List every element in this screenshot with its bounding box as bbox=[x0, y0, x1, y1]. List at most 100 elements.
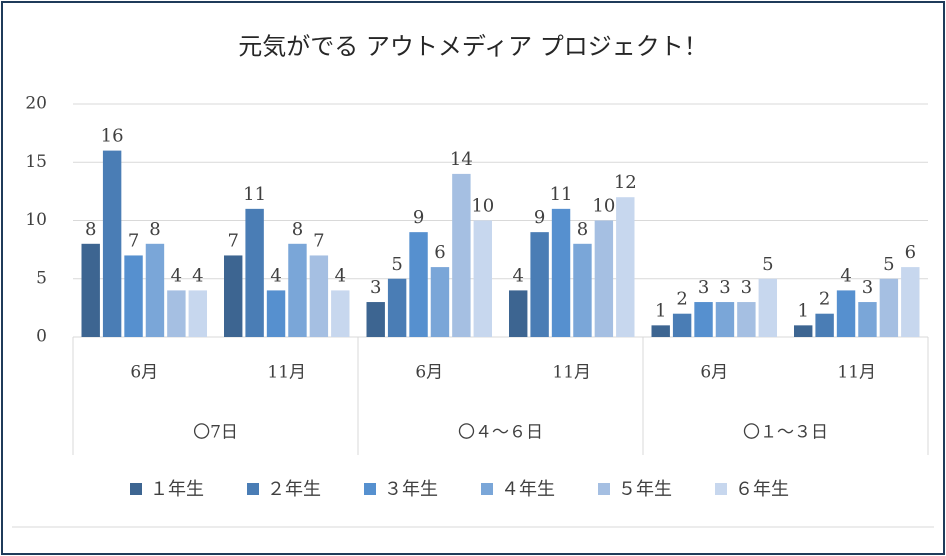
x-tick-label: 6月 bbox=[700, 363, 728, 383]
bar bbox=[651, 325, 670, 337]
bar bbox=[266, 290, 286, 337]
value-label: 7 bbox=[128, 230, 139, 251]
x-tick-label: 11月 bbox=[552, 363, 591, 383]
bar bbox=[573, 243, 592, 337]
value-label: 6 bbox=[905, 242, 916, 263]
y-tick-label: 0 bbox=[36, 327, 47, 347]
bar bbox=[124, 255, 143, 337]
bar bbox=[694, 302, 713, 337]
value-label: 8 bbox=[292, 219, 303, 240]
legend-label: ５年生 bbox=[618, 479, 672, 500]
group-label: 〇7日 bbox=[193, 423, 238, 443]
value-label: 4 bbox=[192, 265, 203, 286]
value-label: 5 bbox=[391, 254, 402, 275]
legend-swatch bbox=[364, 483, 376, 495]
legend-label: ６年生 bbox=[735, 479, 789, 500]
bar bbox=[188, 290, 207, 337]
value-label: 3 bbox=[719, 277, 730, 298]
bar bbox=[509, 290, 528, 337]
bar bbox=[836, 290, 856, 337]
value-label: 8 bbox=[577, 219, 588, 240]
bar bbox=[815, 313, 834, 337]
value-label: 7 bbox=[227, 230, 238, 251]
value-label: 6 bbox=[434, 242, 445, 263]
chart-title: 元気がでる アウトメディア プロジェクト！ bbox=[238, 33, 708, 61]
value-label: 3 bbox=[741, 277, 752, 298]
legend-label: ２年生 bbox=[267, 479, 321, 500]
bar bbox=[167, 290, 186, 337]
legend-label: ３年生 bbox=[384, 479, 438, 500]
bar bbox=[387, 278, 407, 337]
bar bbox=[901, 267, 920, 337]
x-tick-label: 6月 bbox=[415, 363, 443, 383]
legend-label: １年生 bbox=[150, 479, 204, 500]
value-label: 9 bbox=[413, 207, 424, 228]
bar bbox=[758, 278, 777, 337]
bar bbox=[594, 220, 614, 337]
value-label: 3 bbox=[370, 277, 381, 298]
value-label: 4 bbox=[840, 265, 851, 286]
bar bbox=[551, 208, 571, 337]
bar bbox=[530, 232, 549, 337]
legend-swatch bbox=[715, 483, 727, 495]
value-label: 9 bbox=[534, 207, 545, 228]
bar bbox=[366, 302, 385, 337]
group-label: 〇４～６日 bbox=[458, 423, 543, 443]
value-label: 1 bbox=[655, 300, 666, 321]
legend-swatch bbox=[130, 483, 142, 495]
x-tick-label: 11月 bbox=[267, 363, 306, 383]
bar bbox=[81, 243, 100, 337]
value-label: 10 bbox=[471, 196, 494, 217]
bar bbox=[879, 278, 899, 337]
bar bbox=[737, 302, 756, 337]
value-label: 4 bbox=[270, 265, 281, 286]
bar bbox=[473, 220, 492, 337]
value-label: 2 bbox=[819, 289, 830, 310]
bar bbox=[858, 302, 877, 337]
value-label: 4 bbox=[335, 265, 346, 286]
value-label: 3 bbox=[698, 277, 709, 298]
x-tick-label: 11月 bbox=[837, 363, 876, 383]
value-label: 8 bbox=[149, 219, 160, 240]
group-label: 〇１～３日 bbox=[743, 423, 828, 443]
bar bbox=[331, 290, 350, 337]
value-label: 5 bbox=[883, 254, 894, 275]
y-tick-label: 20 bbox=[25, 94, 47, 114]
legend-swatch bbox=[247, 483, 259, 495]
value-label: 11 bbox=[243, 184, 266, 205]
value-label: 1 bbox=[797, 300, 808, 321]
legend-label: ４年生 bbox=[501, 479, 555, 500]
legend-swatch bbox=[598, 483, 610, 495]
value-label: 3 bbox=[862, 277, 873, 298]
legend-swatch bbox=[481, 483, 493, 495]
bar bbox=[715, 302, 735, 337]
bar bbox=[224, 255, 243, 337]
y-tick-label: 10 bbox=[25, 210, 47, 230]
y-tick-label: 5 bbox=[36, 268, 47, 288]
bar bbox=[245, 208, 264, 337]
value-label: 4 bbox=[171, 265, 182, 286]
bar bbox=[430, 267, 450, 337]
value-label: 8 bbox=[85, 219, 96, 240]
value-label: 10 bbox=[592, 196, 615, 217]
bar bbox=[102, 150, 122, 337]
bar bbox=[794, 325, 813, 337]
value-label: 11 bbox=[550, 184, 573, 205]
y-tick-label: 15 bbox=[25, 152, 47, 172]
bar bbox=[452, 173, 471, 337]
bar bbox=[145, 243, 165, 337]
value-label: 4 bbox=[512, 265, 523, 286]
value-label: 7 bbox=[313, 230, 324, 251]
value-label: 5 bbox=[762, 254, 773, 275]
x-tick-label: 6月 bbox=[130, 363, 158, 383]
bar bbox=[288, 243, 307, 337]
bar bbox=[409, 232, 428, 337]
value-label: 16 bbox=[101, 126, 124, 147]
value-label: 14 bbox=[450, 149, 473, 170]
bar bbox=[309, 255, 329, 337]
value-label: 2 bbox=[676, 289, 687, 310]
bar bbox=[672, 313, 692, 337]
value-label: 12 bbox=[614, 172, 637, 193]
